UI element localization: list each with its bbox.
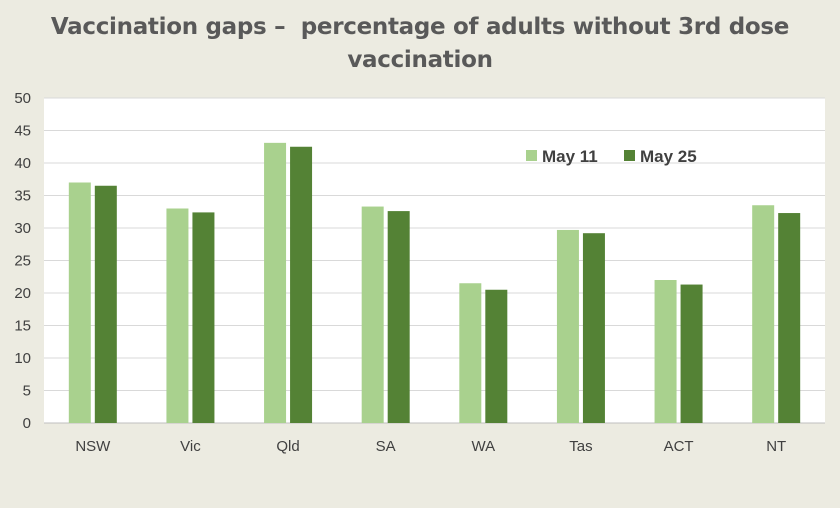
bar-may-25-qld xyxy=(290,146,313,423)
y-tick-label: 10 xyxy=(14,350,31,367)
legend: May 11 May 25 xyxy=(526,147,697,166)
bar-may-25-sa xyxy=(387,211,410,423)
x-tick-label: NSW xyxy=(75,438,111,455)
y-tick-label: 20 xyxy=(14,285,31,302)
y-tick-label: 30 xyxy=(14,220,31,237)
bar-may-11-nt xyxy=(752,205,775,423)
y-tick-label: 40 xyxy=(14,155,31,172)
bar-may-25-tas xyxy=(582,233,605,423)
y-axis-ticks: 0 5 10 15 20 25 30 35 40 45 50 xyxy=(14,90,31,432)
bar-may-11-qld xyxy=(264,142,287,423)
bar-may-25-nt xyxy=(778,213,801,423)
y-tick-label: 45 xyxy=(14,123,31,140)
bar-may-11-wa xyxy=(459,283,482,423)
bar-may-11-tas xyxy=(556,229,579,423)
bars xyxy=(68,142,801,423)
y-tick-label: 25 xyxy=(14,253,31,270)
bar-may-11-nsw xyxy=(68,182,91,423)
bar-may-11-sa xyxy=(361,206,384,423)
x-tick-label: Vic xyxy=(180,438,201,455)
x-axis-ticks: NSW Vic Qld SA WA Tas ACT NT xyxy=(75,438,786,455)
bar-may-25-vic xyxy=(192,212,215,423)
legend-swatch xyxy=(526,150,537,161)
bar-may-25-nsw xyxy=(94,185,117,423)
x-tick-label: ACT xyxy=(664,438,694,455)
chart-title-line-2: vaccination xyxy=(347,47,493,73)
y-tick-label: 35 xyxy=(14,188,31,205)
legend-label: May 25 xyxy=(640,147,697,166)
legend-label: May 11 xyxy=(542,147,598,166)
chart-title-line-1: Vaccination gaps – percentage of adults … xyxy=(50,14,790,40)
legend-swatch xyxy=(624,150,635,161)
y-tick-label: 5 xyxy=(23,383,31,400)
y-tick-label: 15 xyxy=(14,318,31,335)
x-tick-label: Qld xyxy=(276,438,299,455)
x-tick-label: WA xyxy=(472,438,496,455)
bar-may-11-vic xyxy=(166,208,189,423)
x-tick-label: SA xyxy=(376,438,396,455)
bar-may-25-wa xyxy=(485,289,508,423)
x-tick-label: NT xyxy=(766,438,786,455)
x-tick-label: Tas xyxy=(569,438,592,455)
bar-may-25-act xyxy=(680,284,703,423)
y-tick-label: 0 xyxy=(23,415,31,432)
bar-may-11-act xyxy=(654,280,677,423)
y-tick-label: 50 xyxy=(14,90,31,107)
